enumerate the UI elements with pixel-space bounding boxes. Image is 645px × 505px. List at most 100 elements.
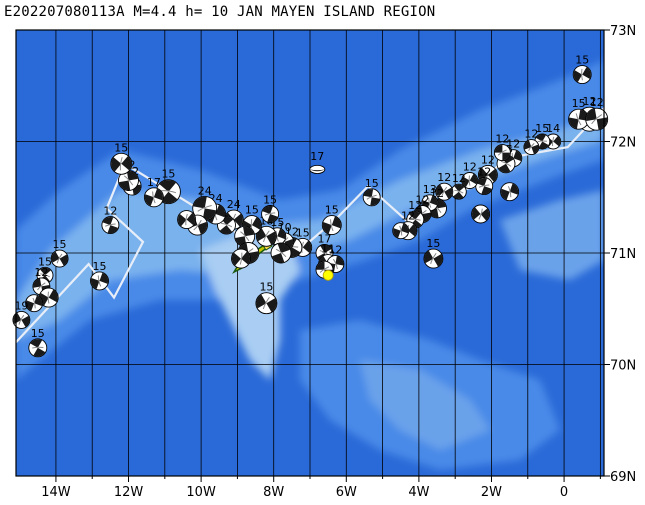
depth-label: 12 [452, 172, 466, 185]
depth-label: 12 [408, 199, 422, 212]
beachball-compression [26, 295, 43, 311]
beachball-shading [581, 68, 583, 81]
focal-mechanism [321, 215, 342, 236]
lat-tick-label: 73N [610, 24, 636, 39]
beachball-shading [591, 114, 603, 125]
beachball-compression [501, 183, 519, 200]
beachball-compression [159, 180, 178, 204]
beachball-shading [37, 282, 46, 291]
depth-label: 12 [463, 161, 477, 174]
depth-label: 15 [53, 238, 67, 251]
depth-label: 17 [310, 150, 324, 163]
beachball-shading [441, 186, 448, 197]
beachball-shading [454, 189, 464, 194]
beachball-compression [569, 109, 589, 129]
beachball-compression [90, 272, 109, 289]
beachball-shading [497, 149, 507, 156]
depth-label: 13 [423, 183, 437, 196]
depth-label: 24 [198, 184, 212, 197]
lat-tick-label: 72N [610, 136, 636, 151]
focal-mechanism [90, 271, 109, 291]
focal-mechanism [231, 248, 251, 269]
latitude-tick-labels: 73N 72N 71N 70N 69N [610, 24, 636, 485]
depth-label: 12 [506, 138, 520, 151]
beachball-shading [552, 136, 555, 147]
beachball-shading [18, 314, 25, 325]
depth-label: 12 [495, 133, 509, 146]
focal-mechanism [255, 225, 277, 247]
beachball-shading [221, 222, 233, 228]
depth-label: 15 [245, 204, 259, 217]
beachball-shading [193, 219, 202, 231]
focal-mechanism [101, 216, 120, 235]
beachball-compression [111, 156, 132, 172]
beachball-shading [262, 297, 270, 310]
beachball-shading [97, 275, 102, 287]
focal-mechanism [523, 139, 540, 156]
focal-mechanism [143, 187, 164, 208]
depth-label: 12 [524, 128, 538, 141]
lon-tick-label: 8W [263, 485, 284, 500]
depth-label: 24 [227, 198, 241, 211]
beachball-compression [193, 196, 217, 220]
focal-mechanism [38, 287, 59, 308]
depth-label: 15 [38, 255, 52, 268]
depth-label: 15 [263, 193, 277, 206]
beachball-shading [32, 297, 36, 309]
bathymetry-south-shallow [360, 360, 490, 450]
beachball-shading [332, 258, 338, 270]
focal-mechanism [500, 182, 520, 202]
focal-mechanism [585, 107, 609, 131]
depth-label: 15 [161, 168, 175, 181]
beachball-compression [573, 67, 591, 83]
lat-tick-label: 71N [610, 247, 636, 262]
depth-label: 15 [325, 204, 339, 217]
epicenter-marker [322, 269, 334, 281]
focal-mechanism [572, 65, 592, 85]
beachball-compression [424, 250, 443, 267]
beachball-shading [319, 266, 330, 273]
beachball-compression [102, 217, 119, 234]
lon-tick-label: 14W [41, 485, 71, 500]
depth-label: 15 [296, 226, 310, 239]
beachball-compression [476, 178, 492, 195]
beachball-shading [123, 175, 134, 186]
map-border [15, 29, 605, 477]
beachball-shading [240, 231, 250, 242]
focal-mechanism [270, 242, 292, 264]
jan-mayen-ridge [200, 235, 300, 380]
focal-mechanism [475, 177, 494, 196]
focal-mechanism [362, 188, 381, 207]
focal-mechanism [471, 204, 491, 224]
beachball-compression [436, 184, 453, 199]
beachball-shading [275, 248, 287, 258]
depth-label: 17 [147, 176, 161, 189]
depth-label: 17 [318, 233, 332, 246]
beachball-shading [537, 140, 547, 143]
beachball-shading [239, 252, 243, 265]
beachball-shading [366, 194, 377, 200]
lon-tick-label: 4W [408, 485, 429, 500]
depth-label: 15 [114, 141, 128, 154]
map-frame: 1512151214151212151212121212121213121212… [12, 24, 636, 500]
focal-mechanisms: 1512151214151212151212121212121213121212… [12, 54, 609, 358]
lon-tick-label: 2W [481, 485, 502, 500]
beachball-shading [264, 212, 276, 216]
beachball-shading [478, 184, 490, 188]
map-title: E202207080113A M=4.4 h= 10 JAN MAYEN ISL… [4, 4, 436, 20]
lon-tick-label: 12W [114, 485, 144, 500]
beachball-compression [428, 199, 446, 218]
focal-mechanism [50, 249, 69, 268]
beachball-shading [507, 186, 512, 198]
depth-label: 12 [416, 193, 430, 206]
depth-label: 15 [31, 327, 45, 340]
depth-label: 12 [590, 96, 604, 109]
beachball-compression [256, 227, 276, 245]
beachball-shading [32, 346, 44, 349]
focal-mechanism [450, 183, 467, 200]
depth-label: 11 [321, 243, 335, 256]
beachball-outline [309, 164, 326, 174]
beachball-shading [330, 219, 334, 232]
focal-mechanism [261, 205, 280, 223]
